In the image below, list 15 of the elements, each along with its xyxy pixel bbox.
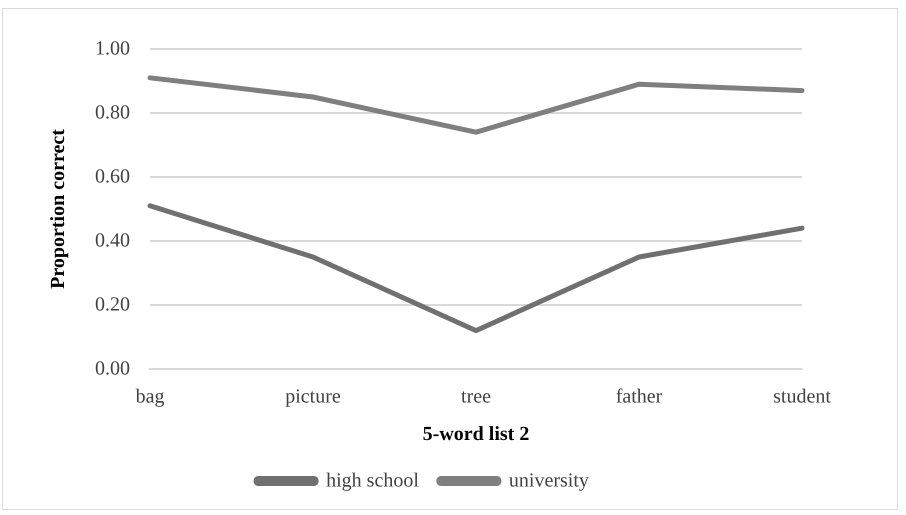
legend-label: university <box>508 469 589 492</box>
x-tick-label: student <box>773 385 832 408</box>
x-tick-label: tree <box>461 385 492 408</box>
x-tick-label: father <box>616 385 663 408</box>
x-tick-label: bag <box>136 385 164 408</box>
x-axis-title: 5-word list 2 <box>422 423 530 446</box>
legend-label: high school <box>326 469 420 492</box>
y-tick-label: 0.80 <box>95 101 130 124</box>
x-tick-label: picture <box>285 385 341 408</box>
y-tick-label: 1.00 <box>95 37 130 60</box>
y-tick-label: 0.00 <box>95 357 130 380</box>
y-tick-label: 0.20 <box>95 293 130 316</box>
y-axis-title: Proportion correct <box>47 128 70 289</box>
y-tick-label: 0.60 <box>95 165 130 188</box>
y-tick-label: 0.40 <box>95 229 130 252</box>
